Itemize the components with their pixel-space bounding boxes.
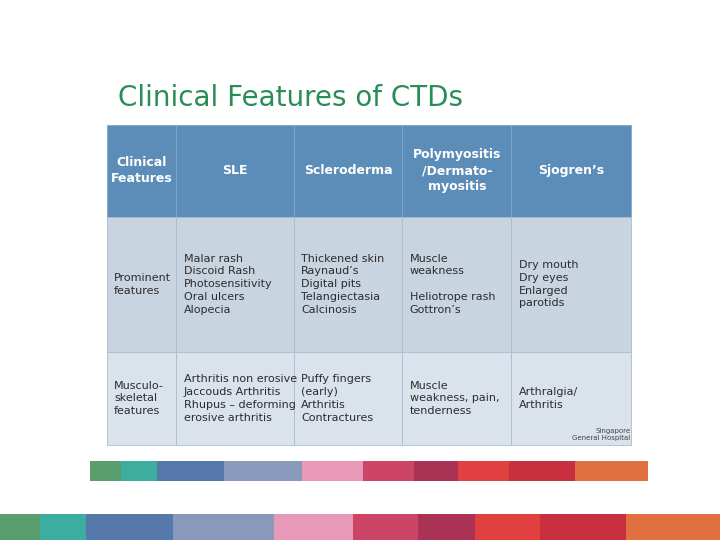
Text: Scleroderma: Scleroderma: [304, 164, 392, 177]
Text: Arthritis non erosive
Jaccouds Arthritis
Rhupus – deforming
erosive arthritis: Arthritis non erosive Jaccouds Arthritis…: [184, 374, 297, 423]
Bar: [353, 514, 418, 540]
Text: Clinical
Features: Clinical Features: [111, 156, 173, 185]
Bar: [302, 461, 364, 481]
Bar: [540, 514, 626, 540]
Bar: [121, 461, 157, 481]
Bar: [224, 461, 302, 481]
Bar: [40, 514, 86, 540]
Bar: [459, 461, 508, 481]
Bar: [575, 461, 648, 481]
Bar: [402, 217, 511, 352]
Bar: [626, 514, 720, 540]
Bar: [274, 514, 353, 540]
Text: Polymyositis
/Dermato-
myositis: Polymyositis /Dermato- myositis: [413, 148, 501, 193]
Bar: [173, 514, 274, 540]
Bar: [107, 125, 176, 217]
Text: Puffy fingers
(early)
Arthritis
Contractures: Puffy fingers (early) Arthritis Contract…: [301, 374, 373, 423]
Bar: [107, 217, 176, 352]
Bar: [418, 514, 475, 540]
Bar: [157, 461, 224, 481]
Bar: [508, 461, 575, 481]
Text: Clinical Features of CTDs: Clinical Features of CTDs: [118, 84, 463, 112]
Bar: [86, 514, 173, 540]
Bar: [511, 125, 631, 217]
Text: Muscle
weakness

Heliotrope rash
Gottron’s: Muscle weakness Heliotrope rash Gottron’…: [410, 254, 495, 315]
Text: Muscle
weakness, pain,
tenderness: Muscle weakness, pain, tenderness: [410, 381, 499, 416]
Bar: [402, 352, 511, 446]
Bar: [402, 125, 511, 217]
Text: Singapore
General Hospital: Singapore General Hospital: [572, 428, 630, 441]
Bar: [176, 125, 294, 217]
Text: Thickened skin
Raynaud’s
Digital pits
Telangiectasia
Calcinosis: Thickened skin Raynaud’s Digital pits Te…: [301, 254, 384, 315]
Bar: [413, 461, 459, 481]
Bar: [0, 514, 40, 540]
Bar: [294, 125, 402, 217]
Bar: [176, 352, 294, 446]
Text: Prominent
features: Prominent features: [114, 273, 171, 295]
Bar: [107, 352, 176, 446]
Bar: [364, 461, 413, 481]
Text: Sjogren’s: Sjogren’s: [539, 164, 604, 177]
Bar: [475, 514, 540, 540]
Text: SLE: SLE: [222, 164, 248, 177]
Bar: [294, 352, 402, 446]
Bar: [511, 217, 631, 352]
Text: Dry mouth
Dry eyes
Enlarged
parotids: Dry mouth Dry eyes Enlarged parotids: [518, 260, 578, 308]
Bar: [511, 352, 631, 446]
Bar: [294, 217, 402, 352]
Bar: [176, 217, 294, 352]
Text: Malar rash
Discoid Rash
Photosensitivity
Oral ulcers
Alopecia: Malar rash Discoid Rash Photosensitivity…: [184, 254, 272, 315]
Text: Arthralgia/
Arthritis: Arthralgia/ Arthritis: [518, 387, 577, 410]
Bar: [90, 461, 121, 481]
Text: Musculo-
skeletal
features: Musculo- skeletal features: [114, 381, 164, 416]
